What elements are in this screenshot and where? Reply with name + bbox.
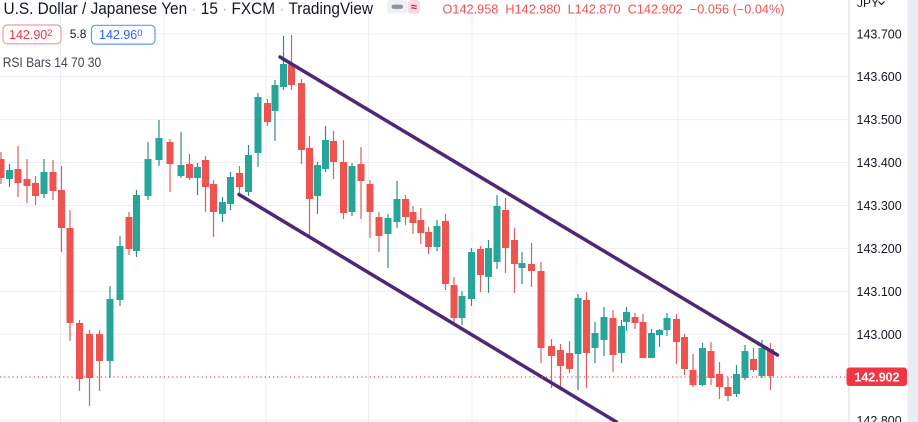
svg-text:143.300: 143.300	[857, 199, 902, 213]
svg-text:142.902: 142.902	[9, 28, 53, 42]
svg-text:143.400: 143.400	[857, 156, 902, 170]
svg-text:143.100: 143.100	[857, 285, 902, 299]
svg-text:143.000: 143.000	[857, 328, 902, 342]
svg-text:143.500: 143.500	[857, 113, 902, 127]
svg-text:142.902: 142.902	[854, 371, 899, 385]
svg-text:U.S. Dollar / Japanese Yen · 1: U.S. Dollar / Japanese Yen · 15 · FXCM ·…	[4, 0, 374, 18]
svg-text:5.8: 5.8	[70, 27, 87, 41]
svg-text:≈: ≈	[411, 2, 417, 14]
svg-text:143.200: 143.200	[857, 242, 902, 256]
svg-text:143.600: 143.600	[857, 70, 902, 84]
svg-text:142.960: 142.960	[99, 28, 143, 42]
svg-text:RSI Bars 14 70 30: RSI Bars 14 70 30	[3, 54, 102, 70]
svg-text:O142.958 H142.980 L142.870: O142.958 H142.980 L142.870 C142.902 −0.0…	[443, 2, 785, 16]
svg-text:JPY: JPY	[857, 0, 879, 10]
svg-text:143.700: 143.700	[857, 27, 902, 41]
svg-text:142.800: 142.800	[857, 414, 902, 422]
